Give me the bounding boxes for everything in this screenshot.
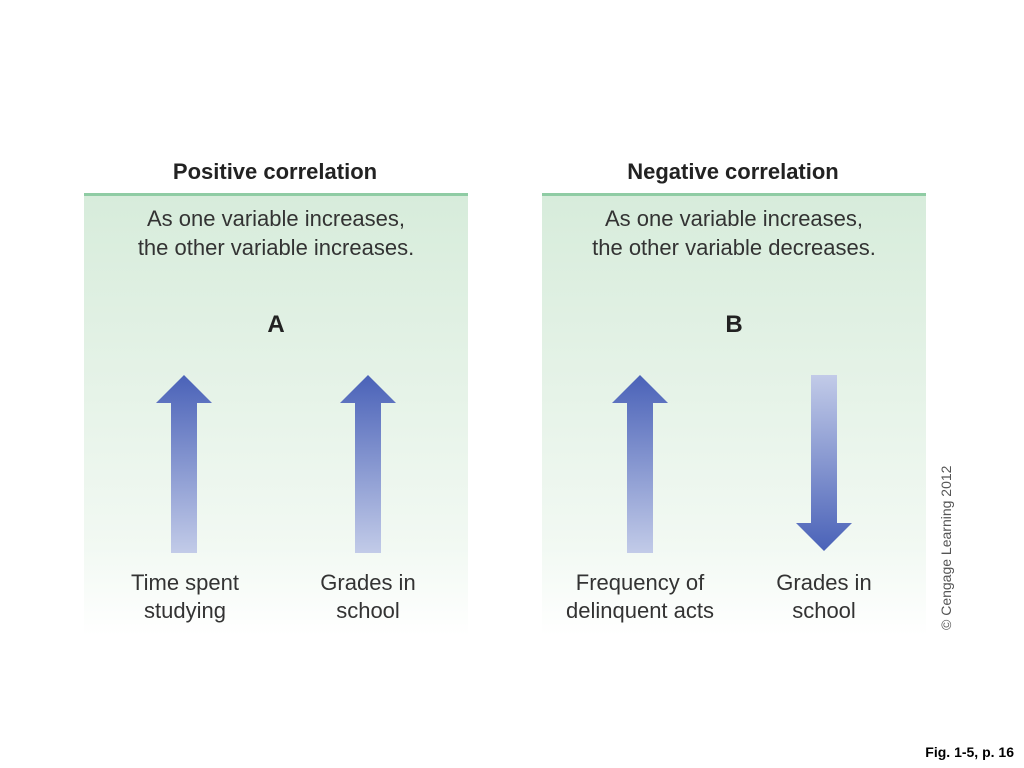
variable-label-line: delinquent acts: [566, 598, 714, 623]
variable-label-line: Grades in: [776, 570, 872, 595]
variable-label-line: Grades in: [320, 570, 416, 595]
panel-body: As one variable increases, the other var…: [542, 193, 926, 636]
positive-correlation-panel: Positive correlation As one variable inc…: [82, 155, 468, 636]
panel-title: Positive correlation: [172, 159, 378, 184]
panel-letter: B: [725, 311, 743, 338]
up-arrow-icon: [154, 375, 214, 553]
variable-label: Grades in school: [278, 569, 458, 625]
variable-label-line: studying: [144, 598, 226, 623]
panel-letter: A: [267, 311, 285, 338]
variable-label: Frequency of delinquent acts: [550, 569, 730, 625]
variable-label-line: Frequency of: [575, 570, 705, 595]
variable-label-line: school: [336, 598, 400, 623]
description-line: As one variable increases,: [146, 206, 406, 231]
panel-description: As one variable increases, the other var…: [84, 204, 468, 262]
copyright-notice: © Cengage Learning 2012: [938, 465, 954, 630]
figure-caption: Fig. 1-5, p. 16: [925, 744, 1014, 760]
up-arrow-icon: [338, 375, 398, 553]
description-line: the other variable increases.: [137, 235, 415, 260]
panel-title: Negative correlation: [627, 159, 839, 184]
down-arrow-icon: [794, 375, 854, 553]
up-arrow-icon: [610, 375, 670, 553]
variable-label: Grades in school: [734, 569, 914, 625]
description-line: the other variable decreases.: [592, 235, 876, 260]
variable-label-line: school: [792, 598, 856, 623]
negative-correlation-panel: Negative correlation As one variable inc…: [540, 155, 926, 636]
description-line: As one variable increases,: [604, 206, 864, 231]
panel-body: As one variable increases, the other var…: [84, 193, 468, 636]
variable-label: Time spent studying: [95, 569, 275, 625]
variable-label-line: Time spent: [130, 570, 239, 595]
panel-description: As one variable increases, the other var…: [542, 204, 926, 262]
